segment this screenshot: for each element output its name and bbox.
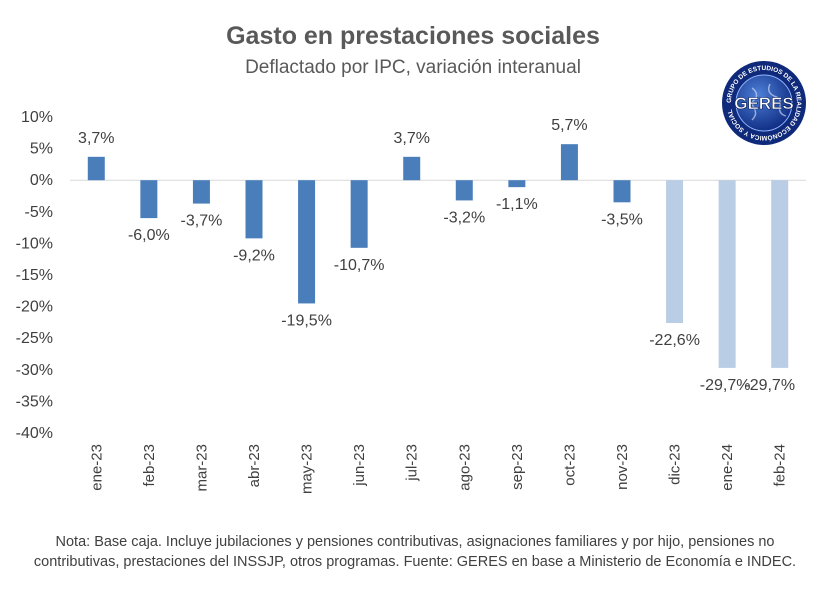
y-tick-label: -40% <box>16 425 53 442</box>
x-tick-label-dic-23: dic-23 <box>667 444 684 485</box>
data-label-may-23: -19,5% <box>281 312 332 329</box>
logo-text: GERES <box>734 94 794 113</box>
data-labels: 3,7% -6,0% -3,7% -9,2% -19,5% -10,7% 3,7% -3,2%… <box>78 117 795 394</box>
bar-ene-23 <box>87 156 105 181</box>
bar-feb-24 <box>771 180 789 368</box>
y-tick-label: -35% <box>16 393 53 410</box>
bar-oct-23 <box>560 144 578 181</box>
y-tick-label: -15% <box>16 267 53 284</box>
x-tick-label-jul-23: jul-23 <box>404 444 421 482</box>
x-axis: ene-23 feb-23 mar-23 abr-23 may-23 jun-23 jul-… <box>88 444 788 494</box>
x-tick-label-feb-23: feb-23 <box>141 444 158 487</box>
x-tick-label-nov-23: nov-23 <box>614 444 631 490</box>
globe-continents <box>751 83 787 121</box>
data-label-sep-23: -1,1% <box>496 196 538 213</box>
bar-mar-23 <box>192 180 210 204</box>
data-label-ago-23: -3,2% <box>443 209 485 226</box>
bars <box>87 144 789 368</box>
x-tick-label-abr-23: abr-23 <box>246 444 263 487</box>
y-tick-label: 5% <box>30 141 53 158</box>
geres-logo: GRUPO DE ESTUDIOS DE LA REALIDAD ECONÓMI… <box>722 61 806 145</box>
data-label-oct-23: 5,7% <box>551 117 587 134</box>
x-tick-label-jun-23: jun-23 <box>351 444 368 487</box>
bar-dic-23 <box>666 180 684 324</box>
bar-ene-24 <box>718 180 736 368</box>
footnote: Nota: Base caja. Incluye jubilaciones y … <box>33 534 797 570</box>
x-tick-label-ene-24: ene-24 <box>719 444 736 491</box>
data-label-ene-23: 3,7% <box>78 130 114 147</box>
y-tick-label: -30% <box>16 362 53 379</box>
x-tick-label-ene-23: ene-23 <box>88 444 105 491</box>
y-tick-label: -20% <box>16 299 53 316</box>
bar-ago-23 <box>455 180 473 201</box>
data-label-dic-23: -22,6% <box>649 332 700 349</box>
data-label-jun-23: -10,7% <box>334 257 385 274</box>
x-tick-label-may-23: may-23 <box>299 444 316 494</box>
y-tick-label: -10% <box>16 235 53 252</box>
x-tick-label-feb-24: feb-24 <box>772 444 789 487</box>
data-label-abr-23: -9,2% <box>233 247 275 264</box>
data-label-nov-23: -3,5% <box>601 211 643 228</box>
bar-sep-23 <box>508 180 526 188</box>
bar-jul-23 <box>403 156 421 181</box>
bar-may-23 <box>298 180 316 304</box>
chart-title: Gasto en prestaciones sociales <box>226 22 600 50</box>
chart-subtitle: Deflactado por IPC, variación interanual <box>245 57 581 78</box>
y-axis: 10% 5% 0% -5% -10% -15% -20% -25% -30% -35% -40% <box>16 109 53 442</box>
bar-jun-23 <box>350 180 368 248</box>
x-tick-label-mar-23: mar-23 <box>193 444 210 492</box>
y-tick-label: 10% <box>21 109 53 126</box>
x-tick-label-ago-23: ago-23 <box>456 444 473 491</box>
bar-feb-23 <box>140 180 158 219</box>
bar-nov-23 <box>613 180 631 203</box>
data-label-jul-23: 3,7% <box>393 130 429 147</box>
globe-icon <box>735 74 793 132</box>
x-tick-label-oct-23: oct-23 <box>561 444 578 486</box>
data-label-feb-23: -6,0% <box>128 227 170 244</box>
y-tick-label: -5% <box>25 204 53 221</box>
y-tick-label: -25% <box>16 330 53 347</box>
data-label-ene-24: -29,7% <box>700 377 751 394</box>
x-tick-label-sep-23: sep-23 <box>509 444 526 490</box>
data-label-mar-23: -3,7% <box>181 213 223 230</box>
y-tick-label: 0% <box>30 172 53 189</box>
data-label-feb-24: -29,7% <box>744 377 795 394</box>
bar-abr-23 <box>245 180 263 239</box>
